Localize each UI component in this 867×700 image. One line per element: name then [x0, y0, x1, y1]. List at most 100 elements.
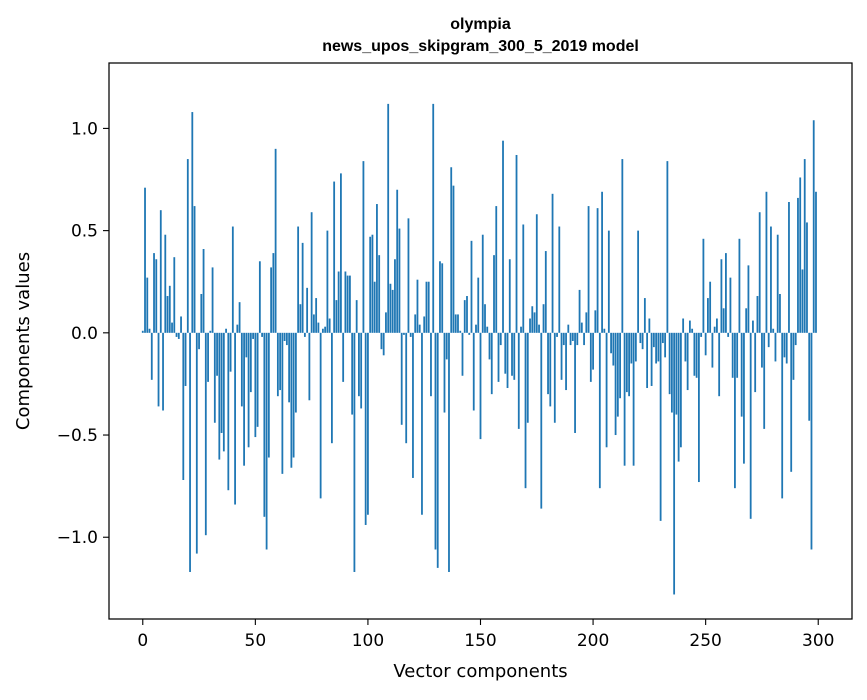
bar	[344, 271, 347, 333]
bar	[812, 120, 815, 333]
bar	[725, 253, 727, 333]
bar	[540, 332, 543, 509]
bar	[398, 228, 401, 333]
bar	[213, 332, 216, 423]
x-tick-label: 250	[689, 631, 721, 651]
bar	[207, 332, 209, 382]
bar	[770, 226, 772, 333]
bar	[326, 230, 329, 333]
bar	[504, 332, 507, 374]
bar	[803, 159, 806, 333]
bar	[258, 261, 261, 333]
bar	[281, 332, 284, 474]
bar	[168, 285, 171, 333]
bar	[619, 332, 621, 399]
bar	[549, 332, 552, 407]
bar	[164, 234, 167, 333]
bar	[797, 197, 799, 333]
bar	[267, 332, 270, 458]
bar	[202, 249, 205, 333]
bar	[531, 306, 534, 333]
bar	[198, 332, 200, 350]
bar	[216, 332, 218, 376]
bar	[472, 332, 475, 411]
bar	[749, 332, 752, 519]
bar	[594, 310, 597, 333]
bar	[587, 206, 590, 333]
bar	[734, 332, 736, 489]
bar	[290, 332, 293, 468]
bar	[364, 332, 367, 525]
bar	[427, 281, 430, 333]
bar	[234, 332, 236, 505]
bar	[346, 275, 349, 333]
bar	[607, 230, 610, 333]
bar	[673, 332, 676, 595]
bar	[288, 332, 291, 403]
bar	[403, 332, 405, 335]
bar	[263, 332, 266, 517]
bar	[722, 308, 725, 333]
bar	[193, 206, 196, 333]
bar	[231, 226, 234, 333]
bar	[614, 332, 617, 436]
bar	[792, 332, 795, 380]
bar	[661, 332, 664, 344]
y-axis-label: Components values	[13, 252, 34, 430]
bar	[655, 332, 658, 364]
bar	[707, 298, 709, 333]
bar	[457, 314, 459, 333]
bar	[351, 332, 354, 415]
bar	[558, 226, 561, 333]
bar	[583, 332, 585, 346]
bar	[477, 277, 480, 333]
bar	[592, 332, 594, 370]
bar	[421, 332, 423, 515]
bar	[695, 332, 698, 378]
bar	[159, 210, 162, 333]
bar	[211, 267, 214, 333]
bar	[643, 298, 646, 333]
bar	[506, 332, 509, 389]
bar	[598, 332, 601, 489]
bar	[324, 326, 327, 333]
bar	[772, 328, 775, 333]
bar	[362, 161, 365, 333]
bar	[720, 259, 723, 333]
bar	[425, 281, 428, 333]
bar	[785, 332, 788, 364]
bar	[628, 332, 630, 397]
bar	[153, 253, 155, 333]
y-tick-label: 0.5	[71, 222, 98, 242]
bar	[155, 259, 158, 333]
bar	[461, 332, 464, 376]
bar	[668, 332, 671, 395]
bar	[376, 204, 378, 333]
bar	[157, 332, 160, 407]
bar	[740, 332, 743, 417]
bar	[261, 332, 263, 337]
x-axis: 0 50 100 150 200 250 300	[137, 619, 834, 651]
bar	[301, 242, 304, 333]
bar	[191, 112, 194, 333]
bar	[294, 332, 297, 413]
bar	[576, 332, 579, 346]
bar	[702, 238, 705, 333]
bar	[497, 332, 500, 382]
bar	[729, 277, 732, 333]
bar	[380, 332, 383, 350]
bar	[184, 332, 187, 386]
bar	[414, 314, 417, 333]
bar	[299, 304, 302, 333]
bar	[776, 234, 779, 333]
bar	[551, 193, 554, 333]
bar	[790, 332, 793, 472]
bar	[319, 332, 322, 499]
x-tick-label: 300	[802, 631, 834, 651]
bar	[652, 332, 655, 348]
bar	[520, 326, 522, 333]
bar	[382, 332, 385, 356]
bar	[565, 332, 567, 391]
bar	[252, 332, 254, 339]
bar	[146, 277, 149, 333]
